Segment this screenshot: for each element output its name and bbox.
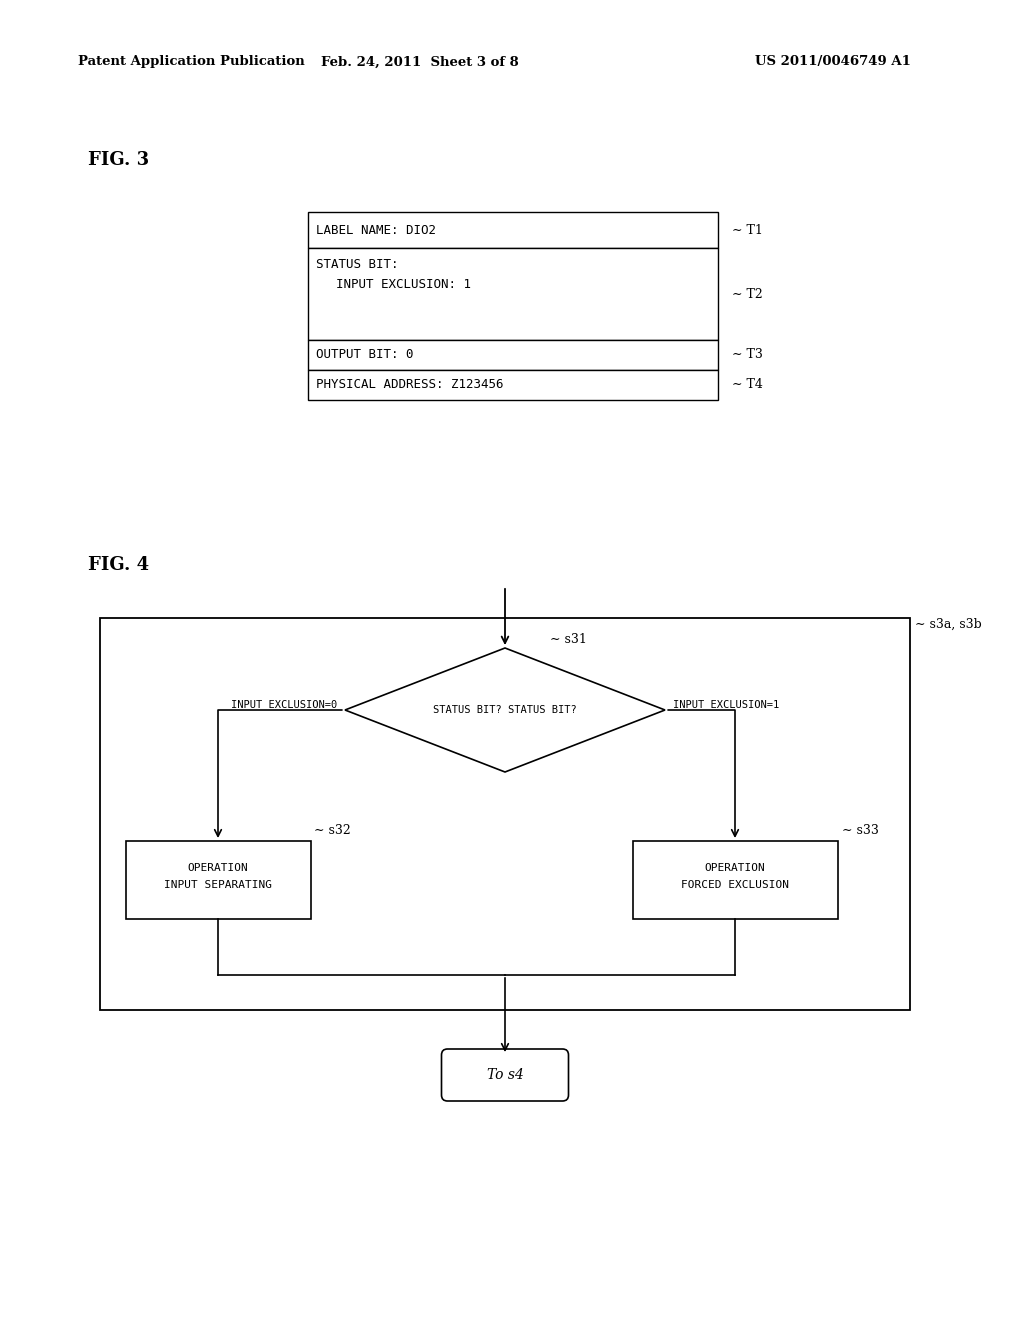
Text: FIG. 3: FIG. 3 [88,150,150,169]
Text: FORCED EXCLUSION: FORCED EXCLUSION [681,880,790,890]
Text: ∼ s33: ∼ s33 [842,824,879,837]
Text: FIG. 4: FIG. 4 [88,556,150,574]
Text: ∼ T4: ∼ T4 [732,379,763,392]
Text: To s4: To s4 [486,1068,523,1082]
Bar [308,248,718,341]
Text: INPUT EXCLUSION=0: INPUT EXCLUSION=0 [230,700,337,710]
Text: STATUS BIT? STATUS BIT?: STATUS BIT? STATUS BIT? [433,705,577,715]
Text: ∼ s31: ∼ s31 [550,634,587,645]
Bar [308,213,718,248]
Text: LABEL NAME: DIO2: LABEL NAME: DIO2 [316,223,436,236]
Bar [308,341,718,370]
Text: OPERATION: OPERATION [705,863,765,873]
Text: INPUT EXCLUSION: 1: INPUT EXCLUSION: 1 [336,279,471,290]
Text: PHYSICAL ADDRESS: Z123456: PHYSICAL ADDRESS: Z123456 [316,379,504,392]
Text: ∼ s32: ∼ s32 [314,824,351,837]
FancyBboxPatch shape [441,1049,568,1101]
Text: Patent Application Publication: Patent Application Publication [78,55,305,69]
Text: Feb. 24, 2011  Sheet 3 of 8: Feb. 24, 2011 Sheet 3 of 8 [322,55,519,69]
Text: OUTPUT BIT: 0: OUTPUT BIT: 0 [316,348,414,362]
Bar [308,370,718,400]
Bar [633,841,838,919]
Text: ∼ T2: ∼ T2 [732,288,763,301]
Text: STATUS BIT:: STATUS BIT: [316,257,398,271]
Text: US 2011/0046749 A1: US 2011/0046749 A1 [755,55,911,69]
Polygon shape [345,648,665,772]
Text: ∼ T1: ∼ T1 [732,223,763,236]
Text: INPUT EXCLUSION=1: INPUT EXCLUSION=1 [673,700,779,710]
Bar [126,841,310,919]
Text: ∼ T3: ∼ T3 [732,348,763,362]
Text: ∼ s3a, s3b: ∼ s3a, s3b [915,618,982,631]
Text: INPUT SEPARATING: INPUT SEPARATING [164,880,272,890]
Bar [100,618,910,1010]
Text: OPERATION: OPERATION [187,863,249,873]
